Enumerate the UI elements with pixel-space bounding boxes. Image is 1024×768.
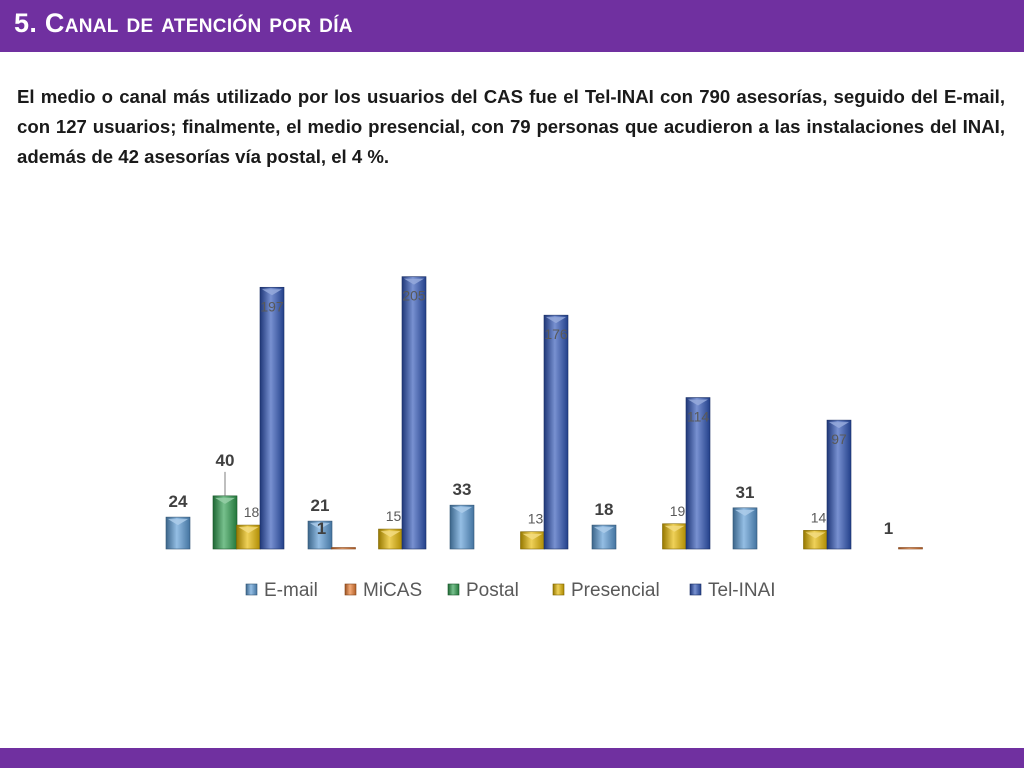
data-label-presencial-4: 19 <box>670 503 686 519</box>
data-label-postal-1: 40 <box>216 451 235 470</box>
data-label-e-mail-3: 33 <box>453 480 472 499</box>
title-bar <box>0 0 1024 52</box>
bar-cap-presencial-3 <box>522 533 543 540</box>
bar-tel-inai-2 <box>401 276 427 550</box>
legend-label-postal: Postal <box>466 580 519 601</box>
legend-swatch-micas <box>344 583 357 596</box>
data-label-presencial-2: 15 <box>386 508 402 524</box>
bar-cap-tel-inai-1 <box>262 289 282 296</box>
bar-micas-2 <box>331 547 356 550</box>
bar-cap-presencial-1 <box>238 527 259 534</box>
bar-postal-1 <box>212 495 238 550</box>
slide-paragraph: El medio o canal más utilizado por los u… <box>17 86 1005 167</box>
bar-tel-inai-3 <box>543 314 569 550</box>
bar-e-mail-4 <box>591 524 617 550</box>
data-label-presencial-3: 13 <box>528 511 544 527</box>
data-label-micas-6: 1 <box>884 519 893 538</box>
data-label-presencial-1: 18 <box>244 504 260 520</box>
bar-cap-presencial-4 <box>664 525 685 532</box>
data-label-e-mail-4: 18 <box>595 500 614 519</box>
legend-swatch-presencial <box>552 583 565 596</box>
bar-tel-inai-1 <box>259 286 285 550</box>
bar-tel-inai-4 <box>685 397 711 550</box>
legend-label-tel-inai: Tel-INAI <box>708 580 776 601</box>
bar-cap-e-mail-3 <box>452 507 472 514</box>
data-label-e-mail-1: 24 <box>169 492 188 511</box>
bar-cap-tel-inai-3 <box>546 317 566 324</box>
data-label-tel-inai-1: 197 <box>260 298 284 314</box>
bar-cap-e-mail-2 <box>310 523 330 530</box>
legend-label-presencial: Presencial <box>571 580 660 601</box>
chart-legend: E-mail MiCAS Postal Presencial Tel-INAI <box>245 580 776 601</box>
bar-cap-presencial-5 <box>805 532 826 539</box>
legend-label-micas: MiCAS <box>363 580 422 601</box>
data-label-micas-2: 1 <box>317 519 326 538</box>
bar-cap-e-mail-1 <box>168 519 188 526</box>
bar-cap-e-mail-5 <box>735 509 755 516</box>
bars-layer <box>165 276 923 550</box>
bottom-bar <box>0 748 1024 768</box>
data-label-tel-inai-4: 114 <box>687 409 710 425</box>
bar-cap-postal-1 <box>215 497 235 504</box>
legend-label-e-mail: E-mail <box>264 580 318 601</box>
data-label-tel-inai-2: 205 <box>402 288 426 304</box>
bar-cap-tel-inai-5 <box>829 422 849 429</box>
data-label-tel-inai-5: 97 <box>831 431 847 447</box>
bar-micas-6 <box>898 547 923 550</box>
data-label-e-mail-2: 21 <box>311 496 330 515</box>
legend-swatch-tel-inai <box>689 583 702 596</box>
data-label-e-mail-5: 31 <box>736 483 755 502</box>
data-label-presencial-5: 14 <box>811 509 827 525</box>
data-label-tel-inai-3: 176 <box>544 326 568 342</box>
bar-chart: 24 21 33 18 31 1 1 40 18 15 13 19 14 197 205 176 114 97 E… <box>165 276 923 601</box>
legend-swatch-e-mail <box>245 583 258 596</box>
bar-cap-tel-inai-4 <box>688 399 708 406</box>
bar-tel-inai-5 <box>826 419 852 550</box>
bar-cap-presencial-2 <box>380 531 401 538</box>
legend-swatch-postal <box>447 583 460 596</box>
bar-cap-e-mail-4 <box>594 527 614 534</box>
labels-layer: 24 21 33 18 31 1 1 40 18 15 13 19 14 197 205 176 114 97 <box>169 288 894 538</box>
slide-title: 5. Canal de atención por día <box>14 8 353 38</box>
bar-cap-tel-inai-2 <box>404 278 424 285</box>
